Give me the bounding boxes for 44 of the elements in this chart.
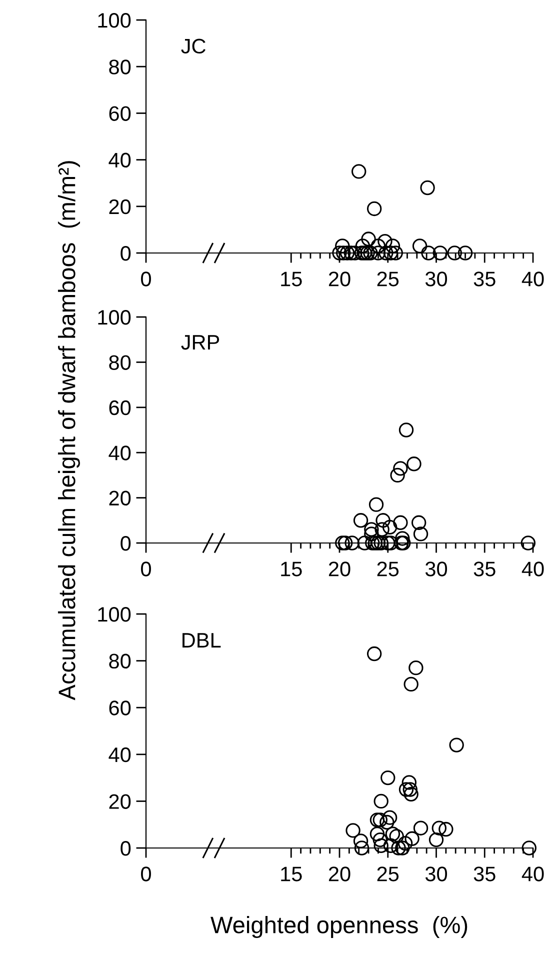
x-tick-label: 30 (425, 272, 448, 286)
x-tick-label: 0 (141, 562, 151, 576)
y-tick-label: 100 (98, 13, 131, 28)
x-tick-label: 15 (281, 866, 302, 882)
y-tick-label: 40 (108, 747, 131, 762)
x-tick-label: 20 (328, 272, 350, 286)
y-tick-label: 0 (120, 536, 131, 551)
x-tick-label: 15 (281, 272, 302, 286)
y-tick-label: 100 (98, 310, 131, 325)
x-tick-label: 35 (474, 866, 496, 882)
x-tick-label: 30 (425, 562, 448, 576)
y-tick-label: 60 (109, 400, 131, 416)
y-tick-label: 0 (120, 841, 131, 856)
x-tick-label: 40 (522, 866, 544, 882)
y-tick-label: 40 (108, 152, 131, 168)
x-tick-label: 0 (141, 866, 151, 882)
x-tick-label: 25 (377, 866, 399, 882)
x-tick-label: 40 (522, 272, 544, 286)
y-tick-label: 20 (109, 199, 131, 214)
y-tick-label: 80 (109, 654, 131, 669)
x-tick-label: 15 (281, 562, 302, 576)
x-tick-label: 35 (474, 562, 496, 576)
y-tick-label: 20 (109, 490, 131, 506)
text: DBL (182, 633, 221, 648)
y-tick-label: 80 (109, 60, 131, 74)
y-tick-label: 100 (98, 607, 131, 622)
x-tick-label: 35 (474, 272, 496, 286)
x-tick-label: 0 (141, 272, 151, 286)
y-tick-label: 80 (109, 355, 131, 370)
y-tick-label: 0 (120, 246, 131, 261)
x-tick-label: 20 (328, 866, 350, 882)
y-axis-title: Accumulated culm height of dwarf bamboos (m/m²) (58, 161, 80, 700)
y-tick-label: 60 (109, 700, 131, 716)
text: JRP (181, 335, 220, 350)
x-tick-label: 40 (522, 562, 544, 576)
text: JC (181, 38, 206, 54)
y-tick-label: 60 (109, 106, 131, 121)
x-axis-title: Weighted openness (%) (210, 916, 468, 938)
x-tick-label: 30 (425, 866, 448, 882)
x-tick-label: 25 (377, 562, 399, 576)
y-tick-label: 40 (108, 446, 131, 460)
x-tick-label: 25 (377, 272, 399, 286)
y-tick-label: 20 (109, 794, 131, 809)
x-tick-label: 20 (328, 562, 350, 576)
